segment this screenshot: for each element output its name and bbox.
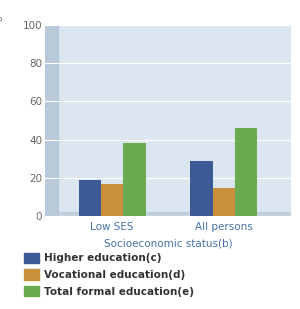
Bar xyxy=(45,25,58,216)
Bar xyxy=(235,128,257,216)
Bar xyxy=(190,161,213,216)
Bar xyxy=(101,184,123,216)
Legend: Higher education(c), Vocational education(d), Total formal education(e): Higher education(c), Vocational educatio… xyxy=(20,248,198,301)
Bar xyxy=(45,213,291,220)
Bar xyxy=(123,143,146,216)
Bar xyxy=(213,188,235,216)
X-axis label: Socioeconomic status(b): Socioeconomic status(b) xyxy=(104,239,232,249)
Bar xyxy=(79,180,101,216)
Text: %: % xyxy=(0,13,2,23)
